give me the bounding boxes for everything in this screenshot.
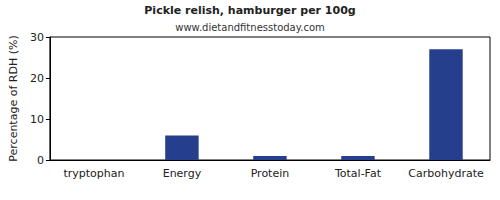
svg-text:30: 30 [30, 31, 44, 44]
svg-text:Percentage of RDH (%): Percentage of RDH (%) [7, 35, 20, 161]
svg-text:0: 0 [37, 154, 44, 167]
svg-text:Total-Fat: Total-Fat [334, 167, 382, 180]
svg-text:Protein: Protein [251, 167, 290, 180]
svg-text:20: 20 [30, 72, 44, 85]
svg-text:Pickle relish, hamburger per 1: Pickle relish, hamburger per 100g [144, 4, 355, 17]
svg-text:Carbohydrate: Carbohydrate [408, 167, 484, 180]
svg-text:10: 10 [30, 113, 44, 126]
svg-text:tryptophan: tryptophan [63, 167, 124, 180]
svg-text:www.dietandfitnesstoday.com: www.dietandfitnesstoday.com [175, 22, 324, 33]
svg-text:Energy: Energy [163, 167, 202, 180]
